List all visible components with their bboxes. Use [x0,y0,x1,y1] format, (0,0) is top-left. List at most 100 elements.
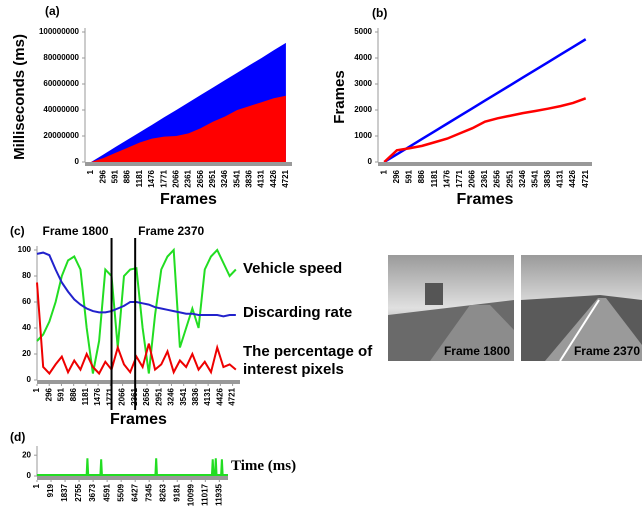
x-tick-label: 3836 [191,387,200,405]
line [383,97,587,163]
x-tick-label: 4131 [556,169,565,187]
panel-label: (a) [45,4,60,18]
y-tick-label: 1000 [354,131,372,140]
photo: Frame 2370 [521,255,642,362]
x-tick-label: 296 [44,387,53,401]
y-tick-label: 0 [75,157,80,166]
x-tick-label: 5509 [116,483,125,501]
y-tick-label: 20 [22,450,31,459]
x-axis [378,162,592,166]
photo: Frame 1800 [388,255,514,361]
line [36,247,237,374]
x-tick-label: 2656 [142,387,151,405]
x-tick-label: 2656 [493,169,502,187]
x-tick-label: 4721 [228,387,237,405]
y-tick-label: 0 [368,157,373,166]
x-tick-label: 591 [405,169,414,183]
legend-label: Time (ms) [231,458,297,474]
y-tick-label: 20 [22,349,31,358]
x-tick-label: 1476 [442,169,451,187]
x-tick-label: 11017 [200,483,209,505]
x-tick-label: 3836 [543,169,552,187]
x-tick-label: 3246 [220,169,229,187]
x-tick-label: 2951 [154,387,163,405]
x-tick-label: 6427 [130,483,139,501]
x-tick-label: 2066 [171,169,180,187]
y-tick-label: 100 [18,245,32,254]
x-tick-label: 1771 [159,169,168,187]
x-tick-label: 2066 [118,387,127,405]
x-tick-label: 4426 [269,169,278,187]
y-tick-label: 0 [27,375,32,384]
x-tick-label: 1181 [430,169,439,187]
legend-label: Vehicle speed [243,260,343,277]
line [36,282,237,376]
x-tick-label: 4426 [215,387,224,405]
y-axis-label: Milliseconds (ms) [11,34,28,160]
legend-label: The percentage of interest pixels [243,343,373,378]
x-axis-label: Frames [110,411,167,428]
y-tick-label: 60 [22,297,31,306]
x-tick-label: 4131 [203,387,212,405]
x-tick-label: 3541 [530,169,539,187]
line [37,458,228,476]
annotation: Frame 2370 [138,224,204,238]
x-tick-label: 4426 [568,169,577,187]
y-tick-label: 2000 [354,105,372,114]
x-tick-label: 1181 [81,387,90,405]
x-tick-label: 1 [379,169,388,174]
image-label: Frame 2370 [574,344,640,358]
x-tick-label: 2361 [480,169,489,187]
x-tick-label: 296 [392,169,401,183]
legend-label: Discarding rate [243,304,353,321]
x-tick-label: 886 [69,387,78,401]
y-tick-label: 3000 [354,79,372,88]
x-tick-label: 4721 [581,169,590,187]
x-tick-label: 4131 [257,169,266,187]
panel-label: (d) [10,430,25,444]
x-tick-label: 11935 [214,483,223,505]
x-axis [37,476,228,480]
y-tick-label: 40 [22,323,31,332]
line [383,38,587,164]
x-tick-label: 4591 [102,483,111,501]
y-tick-label: 5000 [354,27,372,36]
panel-label: (b) [372,6,387,20]
y-tick-label: 100000000 [39,27,80,36]
y-axis-label: Frames [331,70,348,123]
x-tick-label: 9181 [172,483,181,501]
x-tick-label: 1 [32,483,41,488]
x-tick-label: 8263 [158,483,167,501]
x-tick-label: 3541 [179,387,188,405]
x-tick-label: 296 [98,169,107,183]
area [91,95,286,162]
x-tick-label: 1476 [147,169,156,187]
x-tick-label: 591 [111,169,120,183]
x-tick-label: 2951 [208,169,217,187]
x-tick-label: 1771 [455,169,464,187]
y-tick-label: 80000000 [43,53,79,62]
y-tick-label: 20000000 [43,131,79,140]
x-tick-label: 591 [57,387,66,401]
y-tick-label: 0 [27,471,32,480]
x-tick-label: 1837 [60,483,69,501]
x-tick-label: 2066 [468,169,477,187]
image-label: Frame 1800 [444,344,510,358]
x-tick-label: 886 [123,169,132,183]
x-tick-label: 3673 [88,483,97,501]
annotation: Frame 1800 [42,224,108,238]
x-tick-label: 2755 [74,483,83,501]
x-tick-label: 3836 [244,169,253,187]
x-tick-label: 919 [46,483,55,497]
x-tick-label: 10099 [186,483,195,506]
x-tick-label: 1476 [93,387,102,405]
x-tick-label: 2951 [505,169,514,187]
x-tick-label: 886 [417,169,426,183]
x-tick-label: 1181 [135,169,144,187]
x-axis [37,380,240,384]
x-tick-label: 3246 [167,387,176,405]
x-axis-label: Frames [160,191,217,208]
y-tick-label: 40000000 [43,105,79,114]
x-tick-label: 3246 [518,169,527,187]
